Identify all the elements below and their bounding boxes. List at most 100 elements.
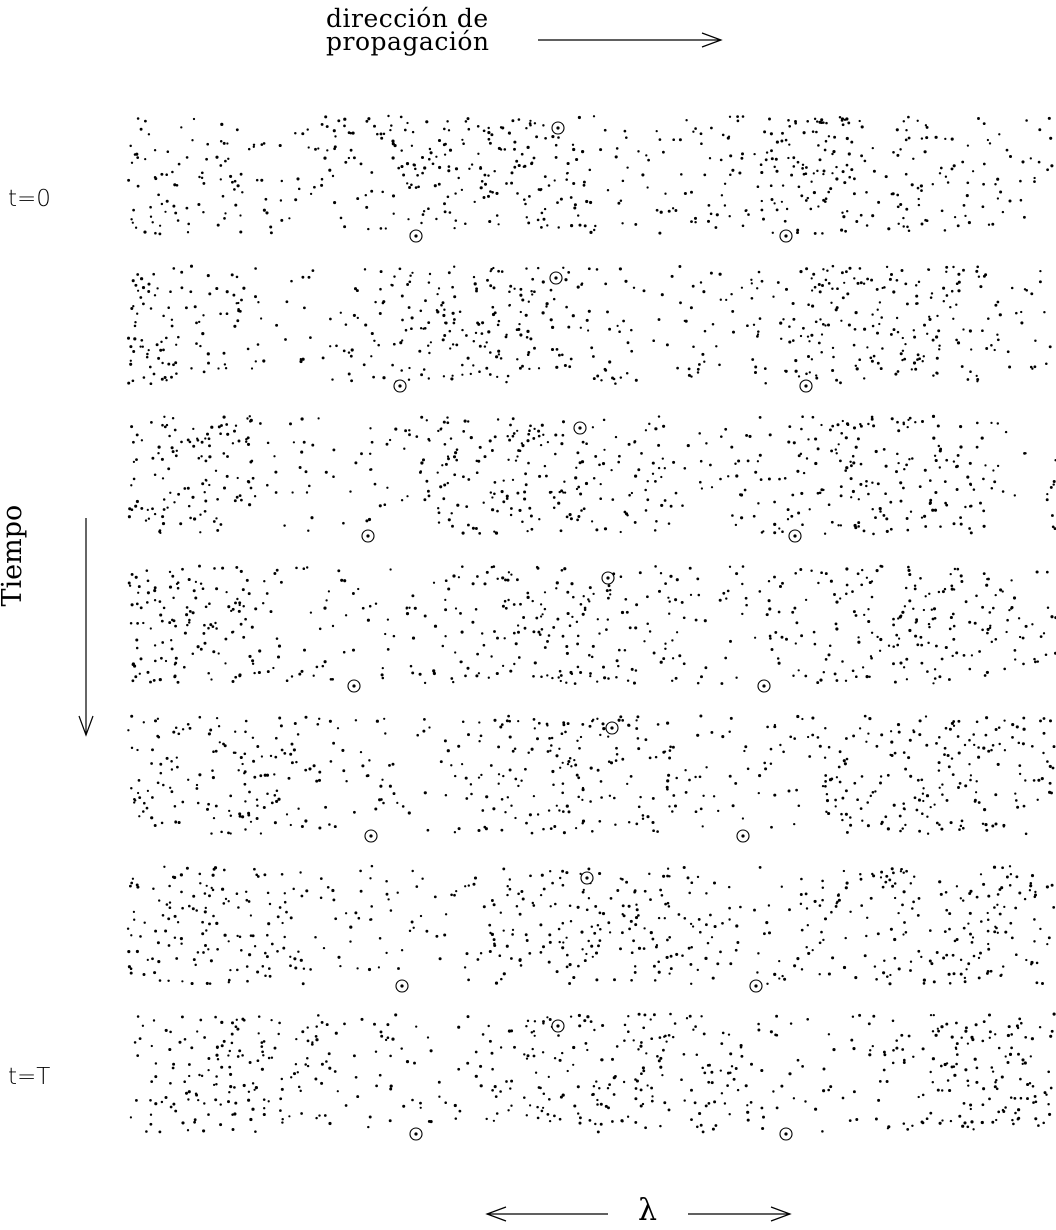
particle-dot <box>959 516 962 519</box>
particle-dot <box>833 672 837 676</box>
particle-dot <box>932 1013 935 1017</box>
particle-dot <box>711 322 715 326</box>
particle-dot <box>933 668 937 671</box>
particle-dot <box>623 1023 627 1027</box>
particle-dot <box>776 657 780 660</box>
particle-dot <box>648 872 651 876</box>
particle-dot <box>896 420 899 424</box>
particle-dot <box>581 822 584 825</box>
particle-dot <box>609 897 613 900</box>
particle-dot <box>694 775 697 779</box>
particle-dot <box>213 866 218 870</box>
particle-dot <box>994 1033 997 1036</box>
particle-dot <box>957 719 961 723</box>
particle-dot <box>407 218 410 221</box>
particle-dot <box>614 759 618 762</box>
particle-dot <box>792 674 795 678</box>
particle-dot <box>472 340 476 343</box>
particle-dot <box>236 597 239 601</box>
particle-dot <box>769 762 773 766</box>
particle-dot <box>893 751 897 755</box>
particle-dot <box>559 766 562 769</box>
particle-dot <box>627 1030 630 1033</box>
particle-dot <box>317 417 320 420</box>
particle-dot <box>987 947 991 951</box>
particle-dot <box>604 282 608 286</box>
particle-dot <box>681 954 684 957</box>
particle-dot <box>542 217 546 221</box>
particle-dot <box>912 900 915 904</box>
particle-dot <box>1033 180 1036 183</box>
particle-dot <box>987 749 991 753</box>
particle-dot <box>539 187 543 191</box>
particle-dot <box>491 1067 494 1071</box>
particle-dot <box>542 1092 546 1095</box>
particle-dot <box>297 1085 301 1089</box>
particle-dot <box>525 821 528 825</box>
particle-dot <box>460 630 464 634</box>
particle-dot <box>305 491 309 494</box>
particle-dot <box>818 973 821 976</box>
particle-dot <box>866 916 869 919</box>
tracked-particle-center <box>784 234 788 238</box>
particle-dot <box>438 1095 441 1098</box>
particle-dot <box>373 124 376 128</box>
particle-dot <box>909 960 913 963</box>
particle-dot <box>477 459 481 463</box>
particle-dot <box>493 481 497 484</box>
particle-dot <box>174 624 178 628</box>
particle-dot <box>209 623 213 627</box>
particle-dot <box>951 773 955 776</box>
particle-dot <box>831 368 835 373</box>
particle-dot <box>653 529 657 532</box>
particle-dot <box>518 508 522 512</box>
particle-dot <box>720 1042 724 1045</box>
particle-dot <box>446 481 450 485</box>
particle-dot <box>231 607 235 611</box>
particle-dot <box>669 954 673 958</box>
particle-dot <box>897 222 900 225</box>
particle-dot <box>577 1112 580 1115</box>
particle-dot <box>931 1057 935 1061</box>
particle-dot <box>241 762 244 766</box>
particle-dot <box>625 136 628 139</box>
particle-dot <box>292 1072 297 1076</box>
particle-dot <box>1030 1037 1034 1041</box>
particle-dot <box>150 1044 153 1048</box>
particle-dot <box>591 1092 595 1096</box>
particle-dot <box>542 1020 545 1023</box>
particle-dot <box>968 738 971 742</box>
particle-dot <box>257 670 261 675</box>
particle-dot <box>635 908 639 912</box>
particle-dot <box>986 138 990 142</box>
particle-dot <box>869 896 873 900</box>
particle-dot <box>512 432 516 435</box>
particle-dot <box>938 736 941 739</box>
particle-dot <box>166 506 169 509</box>
particle-dot <box>256 804 259 807</box>
particle-dot <box>492 286 496 290</box>
particle-dot <box>1004 1106 1007 1109</box>
particle-dot <box>550 744 553 747</box>
particle-dot <box>149 1122 153 1126</box>
particle-dot <box>436 292 439 296</box>
particle-dot <box>370 189 374 193</box>
particle-dot <box>975 445 979 449</box>
particle-dot <box>312 764 316 768</box>
particle-dot <box>1033 940 1036 943</box>
particle-dot <box>306 566 309 569</box>
particle-dot <box>897 730 901 734</box>
particle-dot <box>215 921 219 926</box>
particle-dot <box>264 197 268 201</box>
particle-dot <box>367 967 372 972</box>
particle-dot <box>297 187 301 191</box>
particle-dot <box>561 869 565 873</box>
particle-dot <box>546 750 550 753</box>
particle-dot <box>731 168 735 172</box>
particle-dot <box>415 435 419 438</box>
particle-dot <box>599 148 603 152</box>
particle-dot <box>938 1121 942 1125</box>
particle-dot <box>546 674 549 677</box>
particle-dot <box>887 227 891 231</box>
particle-dot <box>994 593 997 597</box>
